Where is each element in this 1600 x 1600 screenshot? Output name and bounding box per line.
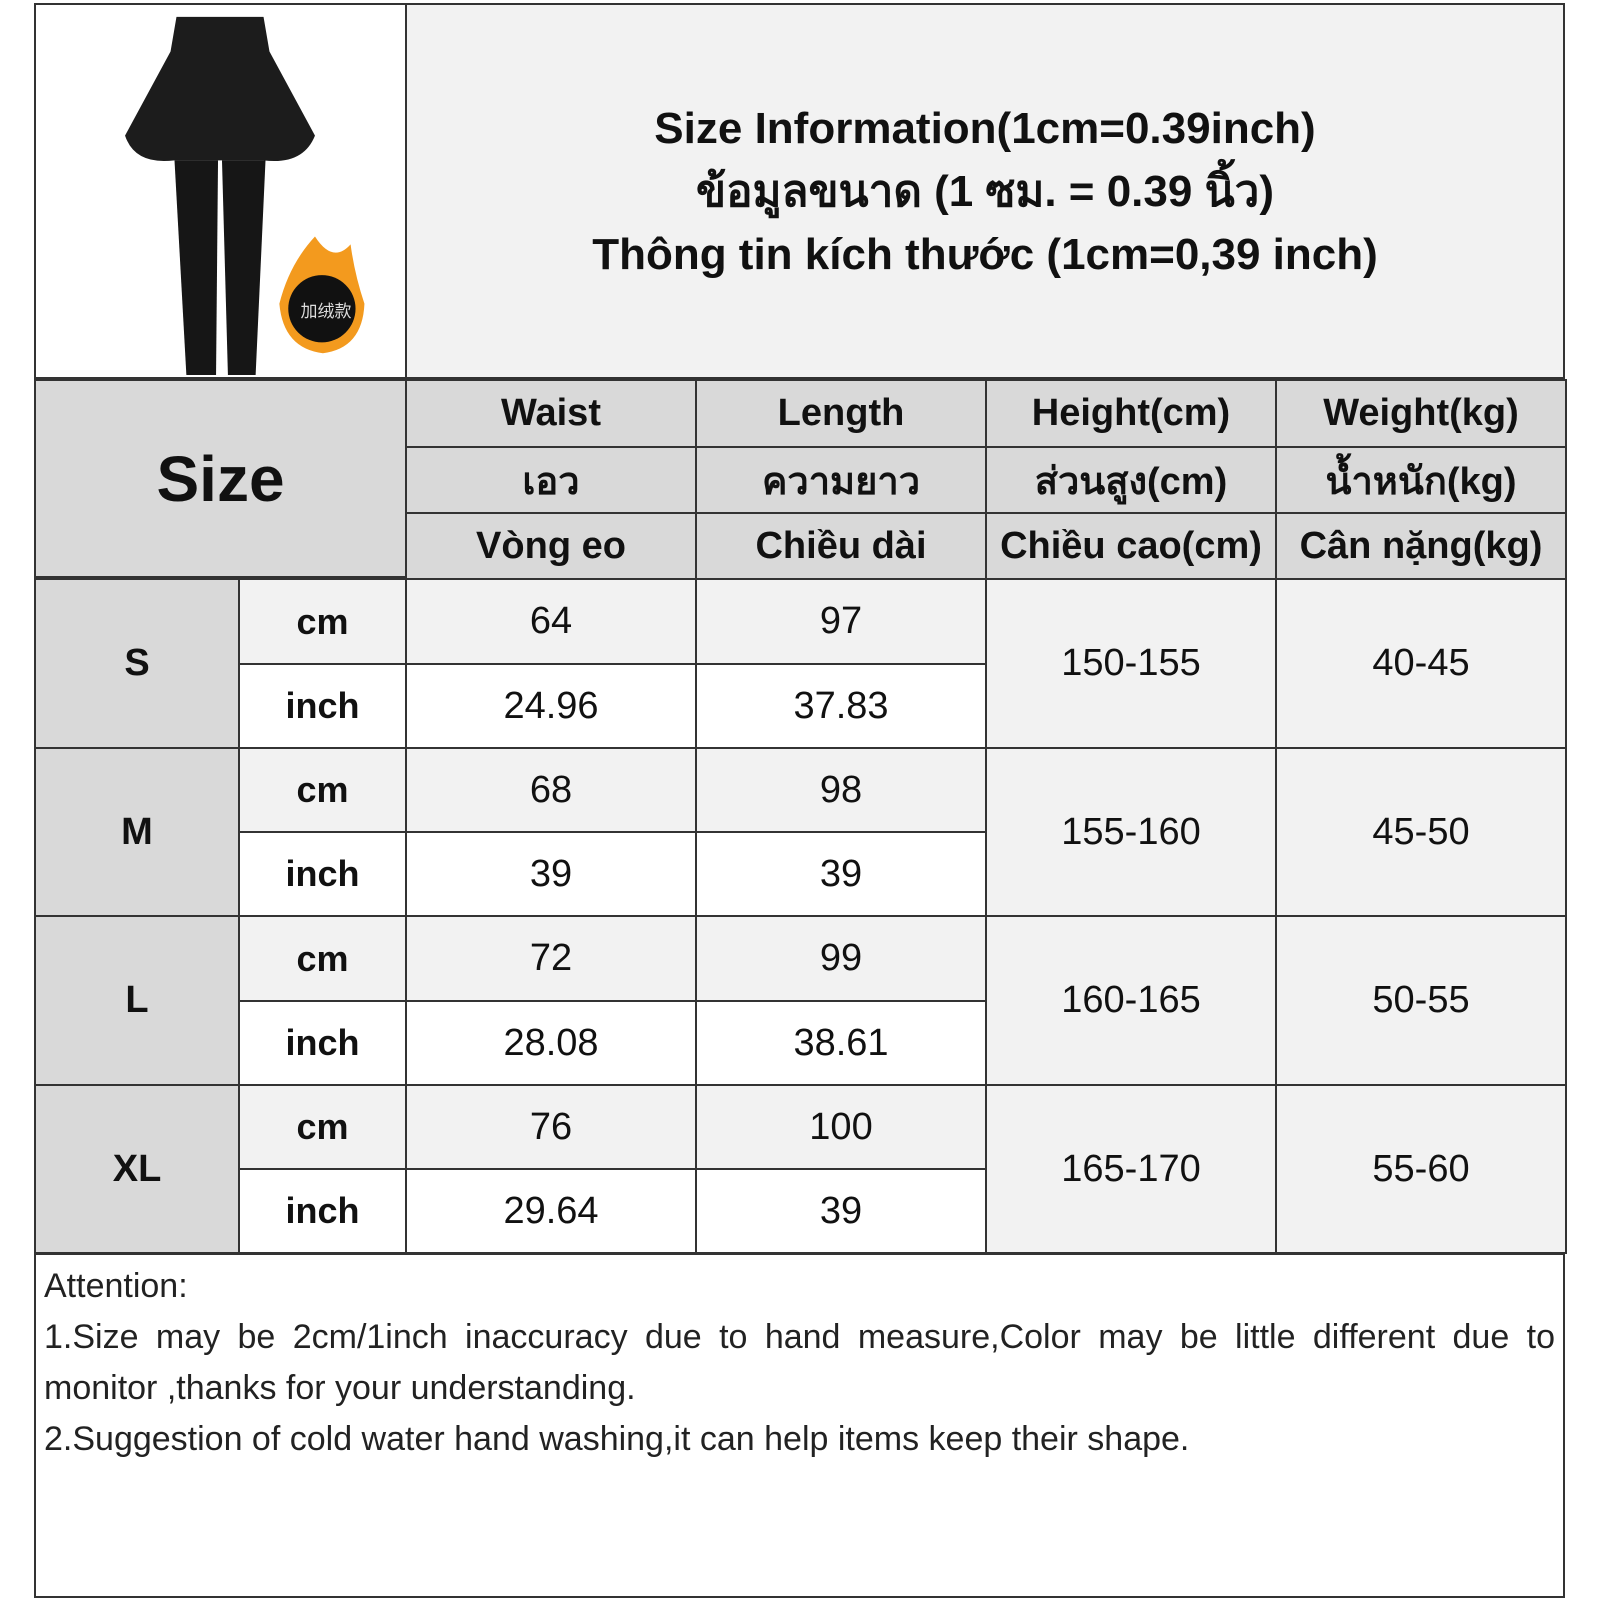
length-inch-cell: 38.61 [695,1000,987,1086]
header-waist-th: เอว [405,446,697,514]
attention-heading: Attention: [44,1267,188,1305]
note-2: 2.Suggestion of cold water hand washing,… [44,1420,1190,1458]
header-weight-th: น้ำหนัก(kg) [1275,446,1567,514]
height-cell: 165-170 [985,1084,1277,1254]
header-height-th: ส่วนสูง(cm) [985,446,1277,514]
header-waist-en: Waist [405,379,697,448]
unit-inch: inch [238,1000,407,1086]
length-cm-cell: 97 [695,578,987,665]
header-height-en: Height(cm) [985,379,1277,448]
fleece-badge: 加绒款 [300,302,352,321]
waist-cm-cell: 72 [405,915,697,1002]
note-1: 1.Size may be 2cm/1inch inaccuracy due t… [44,1318,1555,1407]
title-english: Size Information(1cm=0.39inch) [654,103,1316,153]
length-cm-cell: 98 [695,747,987,833]
product-image: 加绒款 [34,3,407,379]
weight-cell: 40-45 [1275,578,1567,749]
size-M: M [34,747,240,917]
header-height-vi: Chiều cao(cm) [985,512,1277,580]
height-cell: 150-155 [985,578,1277,749]
length-inch-cell: 37.83 [695,663,987,749]
height-cell: 160-165 [985,915,1277,1086]
header-weight-vi: Cân nặng(kg) [1275,512,1567,580]
waist-cm-cell: 76 [405,1084,697,1170]
size-S: S [34,578,240,749]
title-vietnamese: Thông tin kích thước (1cm=0,39 inch) [592,229,1378,279]
unit-inch: inch [238,1168,407,1254]
waist-inch-cell: 24.96 [405,663,697,749]
unit-cm: cm [238,747,407,833]
length-cm-cell: 100 [695,1084,987,1170]
size-XL: XL [34,1084,240,1254]
header-length-th: ความยาว [695,446,987,514]
height-cell: 155-160 [985,747,1277,917]
attention-notes: Attention: 1.Size may be 2cm/1inch inacc… [34,1253,1565,1598]
unit-inch: inch [238,831,407,917]
header-length-en: Length [695,379,987,448]
header-weight-en: Weight(kg) [1275,379,1567,448]
waist-inch-cell: 28.08 [405,1000,697,1086]
size-header: Size [34,379,407,578]
waist-inch-cell: 39 [405,831,697,917]
size-L: L [34,915,240,1086]
waist-cm-cell: 64 [405,578,697,665]
unit-inch: inch [238,663,407,749]
header-waist-vi: Vòng eo [405,512,697,580]
length-inch-cell: 39 [695,831,987,917]
weight-cell: 45-50 [1275,747,1567,917]
size-information-title: Size Information(1cm=0.39inch) ข้อมูลขนา… [405,3,1565,379]
weight-cell: 55-60 [1275,1084,1567,1254]
unit-cm: cm [238,1084,407,1170]
title-thai: ข้อมูลขนาด (1 ซม. = 0.39 นิ้ว) [695,166,1274,216]
unit-cm: cm [238,578,407,665]
waist-cm-cell: 68 [405,747,697,833]
unit-cm: cm [238,915,407,1002]
weight-cell: 50-55 [1275,915,1567,1086]
waist-inch-cell: 29.64 [405,1168,697,1254]
length-inch-cell: 39 [695,1168,987,1254]
skirt-leggings-image [125,16,365,376]
length-cm-cell: 99 [695,915,987,1002]
header-length-vi: Chiều dài [695,512,987,580]
